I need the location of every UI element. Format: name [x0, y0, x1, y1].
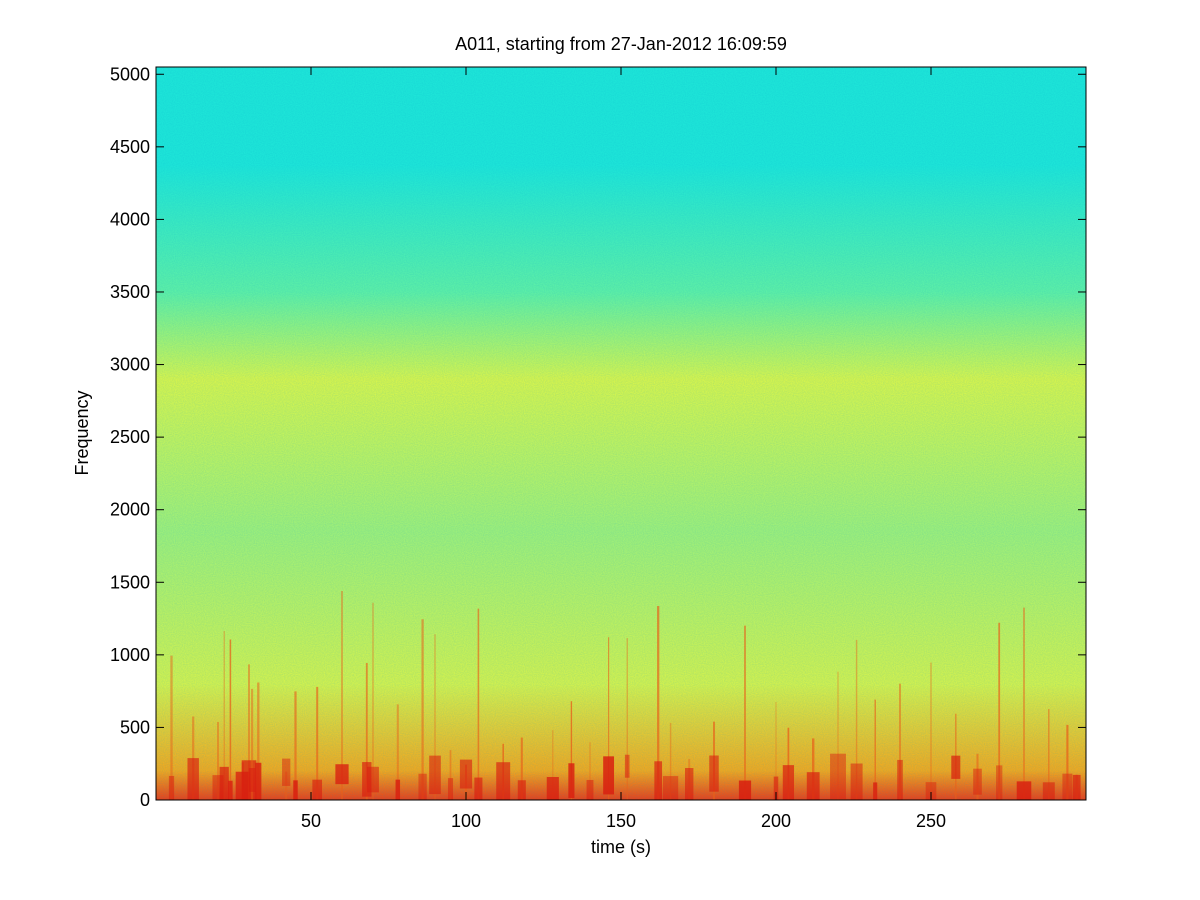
transient-lowfreq-burst: [168, 775, 175, 800]
transient-lowfreq-burst: [255, 762, 262, 800]
transient-lowfreq-burst: [973, 768, 982, 795]
transient-lowfreq-burst: [806, 772, 820, 800]
transient-lowfreq-burst: [219, 766, 229, 800]
transient-lowfreq-burst: [248, 768, 256, 792]
y-tick-label: 5000: [110, 64, 150, 84]
transient-lowfreq-burst: [517, 780, 526, 800]
x-tick-label: 250: [916, 811, 946, 831]
transient-lowfreq-burst: [1062, 773, 1073, 800]
transient-lowfreq-burst: [709, 755, 719, 792]
transient-lowfreq-burst: [362, 762, 372, 797]
y-tick-label: 3500: [110, 282, 150, 302]
y-tick-label: 1500: [110, 572, 150, 592]
y-tick-label: 4000: [110, 209, 150, 229]
transient-lowfreq-burst: [830, 753, 846, 800]
transient-lowfreq-burst: [586, 780, 594, 800]
transient-lowfreq-burst: [996, 765, 1003, 800]
transient-lowfreq-burst: [496, 762, 511, 800]
transient-lowfreq-burst: [951, 755, 961, 779]
transient-lowfreq-burst: [212, 775, 224, 800]
y-tick-label: 2000: [110, 500, 150, 520]
y-tick-label: 1000: [110, 645, 150, 665]
transient-lowfreq-burst: [685, 768, 694, 800]
x-tick-label: 200: [761, 811, 791, 831]
transient-lowfreq-burst: [395, 779, 401, 800]
transient-lowfreq-burst: [738, 780, 752, 800]
transient-lowfreq-burst: [624, 754, 630, 778]
transient-lowfreq-burst: [228, 780, 233, 800]
y-axis-label: Frequency: [72, 390, 92, 475]
transient-lowfreq-burst: [546, 777, 559, 800]
y-tick-label: 3000: [110, 355, 150, 375]
transient-lowfreq-burst: [447, 778, 454, 800]
plot-area: [156, 67, 1086, 800]
transient-lowfreq-burst: [367, 766, 379, 793]
transient-lowfreq-burst: [1016, 781, 1032, 800]
transient-lowfreq-burst: [773, 776, 779, 800]
transient-lowfreq-burst: [335, 764, 349, 785]
transient-lowfreq-burst: [282, 758, 291, 786]
transient-lowfreq-burst: [873, 782, 878, 800]
y-tick-label: 0: [140, 790, 150, 810]
transient-lowfreq-burst: [187, 758, 199, 800]
y-axis-ticks: 0 500 1000 1500 2000 2500 3000 3500 4000 4500 5000: [110, 64, 1086, 810]
spectrogram-texture: [156, 67, 1086, 800]
transient-lowfreq-burst: [662, 776, 679, 800]
x-tick-label: 100: [451, 811, 481, 831]
transient-lowfreq-burst: [850, 763, 863, 800]
x-axis-label: time (s): [591, 837, 651, 857]
transient-events: [168, 591, 1081, 800]
x-tick-label: 50: [301, 811, 321, 831]
transient-lowfreq-burst: [1042, 782, 1055, 800]
y-tick-label: 2500: [110, 427, 150, 447]
transient-lowfreq-burst: [418, 773, 427, 800]
x-tick-label: 150: [606, 811, 636, 831]
transient-lowfreq-burst: [1072, 774, 1081, 800]
transient-lowfreq-burst: [568, 763, 575, 799]
transient-lowfreq-burst: [429, 755, 441, 795]
transient-lowfreq-burst: [459, 759, 473, 789]
chart-title: A011, starting from 27-Jan-2012 16:09:59: [455, 34, 787, 54]
transient-lowfreq-burst: [474, 777, 483, 800]
x-axis-ticks: 50 100 150 200 250: [301, 67, 946, 831]
transient-lowfreq-burst: [925, 782, 937, 800]
transient-lowfreq-burst: [897, 759, 903, 800]
transient-lowfreq-burst: [654, 761, 663, 800]
transient-lowfreq-burst: [312, 779, 323, 800]
transient-lowfreq-burst: [293, 780, 298, 800]
transient-lowfreq-burst: [782, 765, 795, 800]
y-tick-label: 4500: [110, 137, 150, 157]
y-tick-label: 500: [120, 717, 150, 737]
transient-lowfreq-burst: [603, 756, 615, 795]
